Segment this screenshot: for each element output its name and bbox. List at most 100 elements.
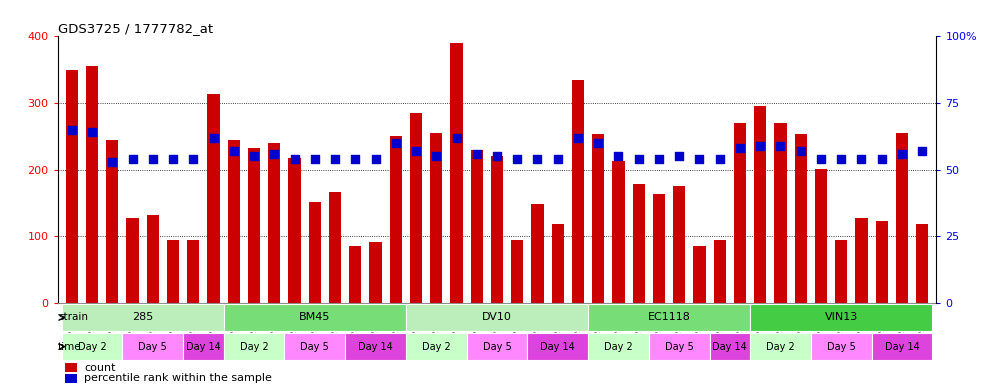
- Bar: [309, 202, 321, 303]
- Text: Day 5: Day 5: [300, 342, 329, 352]
- Bar: [491, 156, 503, 303]
- Bar: [835, 240, 847, 303]
- Bar: [511, 240, 523, 303]
- Point: [145, 156, 161, 162]
- Text: Day 14: Day 14: [186, 342, 221, 352]
- Bar: [122, 333, 183, 360]
- Bar: [592, 134, 604, 303]
- Bar: [450, 43, 462, 303]
- Bar: [552, 224, 564, 303]
- Text: Day 2: Day 2: [78, 342, 106, 352]
- Bar: [714, 240, 726, 303]
- Bar: [466, 333, 528, 360]
- Bar: [794, 134, 807, 303]
- Bar: [916, 223, 928, 303]
- Point: [610, 153, 626, 159]
- Bar: [811, 333, 872, 360]
- Point: [185, 156, 201, 162]
- Bar: [86, 66, 98, 303]
- Text: Day 14: Day 14: [885, 342, 919, 352]
- Bar: [653, 194, 665, 303]
- Point: [489, 153, 505, 159]
- Text: DV10: DV10: [482, 313, 512, 323]
- Point: [428, 153, 444, 159]
- Point: [631, 156, 647, 162]
- Point: [448, 135, 464, 141]
- Point: [247, 153, 262, 159]
- Text: VIN13: VIN13: [825, 313, 858, 323]
- Bar: [183, 333, 224, 360]
- Bar: [187, 240, 200, 303]
- Bar: [588, 304, 750, 331]
- Bar: [872, 333, 932, 360]
- Bar: [65, 374, 77, 383]
- Point: [104, 159, 120, 165]
- Point: [692, 156, 708, 162]
- Bar: [224, 333, 284, 360]
- Point: [409, 148, 424, 154]
- Bar: [147, 215, 159, 303]
- Point: [874, 156, 890, 162]
- Bar: [815, 169, 827, 303]
- Text: Day 5: Day 5: [138, 342, 167, 352]
- Bar: [673, 186, 685, 303]
- Bar: [754, 106, 766, 303]
- Text: Day 14: Day 14: [541, 342, 576, 352]
- Point: [509, 156, 525, 162]
- Bar: [62, 304, 224, 331]
- Bar: [62, 333, 122, 360]
- Point: [813, 156, 829, 162]
- Point: [388, 140, 404, 146]
- Point: [226, 148, 242, 154]
- Text: Day 2: Day 2: [604, 342, 633, 352]
- Point: [469, 151, 485, 157]
- Bar: [284, 333, 345, 360]
- Bar: [167, 240, 179, 303]
- Bar: [228, 140, 240, 303]
- Bar: [345, 333, 406, 360]
- Bar: [370, 242, 382, 303]
- Text: Day 2: Day 2: [766, 342, 795, 352]
- Point: [854, 156, 870, 162]
- Bar: [734, 123, 746, 303]
- Bar: [649, 333, 710, 360]
- Text: time: time: [58, 342, 82, 352]
- Point: [206, 135, 222, 141]
- Point: [327, 156, 343, 162]
- Bar: [430, 133, 442, 303]
- Point: [671, 153, 687, 159]
- Bar: [750, 333, 811, 360]
- Text: Day 2: Day 2: [421, 342, 450, 352]
- Bar: [876, 221, 888, 303]
- Bar: [856, 218, 868, 303]
- Text: Day 2: Day 2: [240, 342, 268, 352]
- Point: [793, 148, 809, 154]
- Text: Day 5: Day 5: [665, 342, 694, 352]
- Point: [752, 142, 768, 149]
- Bar: [410, 113, 422, 303]
- Bar: [632, 184, 645, 303]
- Point: [84, 129, 100, 136]
- Bar: [471, 150, 483, 303]
- Text: Day 14: Day 14: [713, 342, 747, 352]
- Point: [64, 127, 80, 133]
- Point: [651, 156, 667, 162]
- Point: [914, 148, 930, 154]
- Bar: [248, 148, 260, 303]
- Text: GDS3725 / 1777782_at: GDS3725 / 1777782_at: [58, 22, 213, 35]
- Bar: [288, 158, 300, 303]
- Bar: [710, 333, 750, 360]
- Point: [732, 145, 747, 151]
- Point: [530, 156, 546, 162]
- Text: BM45: BM45: [299, 313, 330, 323]
- Point: [570, 135, 585, 141]
- Bar: [750, 304, 932, 331]
- Point: [894, 151, 910, 157]
- Text: Day 5: Day 5: [827, 342, 856, 352]
- Bar: [532, 204, 544, 303]
- Point: [550, 156, 566, 162]
- Point: [347, 156, 363, 162]
- Point: [286, 156, 302, 162]
- Point: [368, 156, 384, 162]
- Bar: [66, 70, 78, 303]
